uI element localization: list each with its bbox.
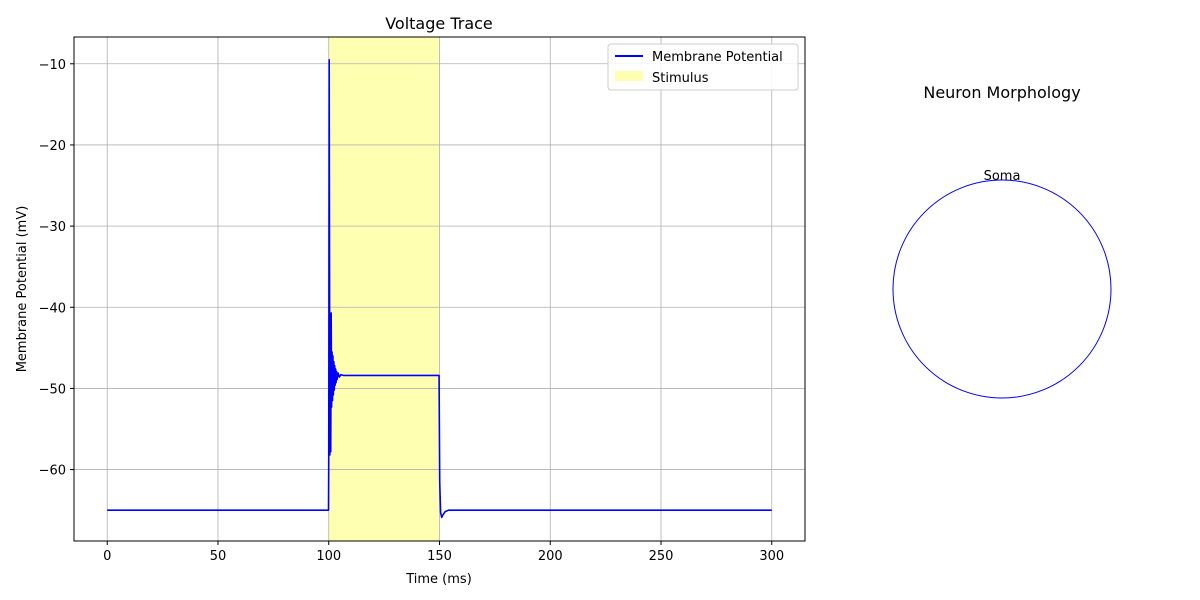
- legend-swatch-stimulus: [615, 71, 643, 81]
- x-tick-label: 50: [210, 549, 227, 564]
- y-tick-label: −50: [39, 382, 66, 397]
- y-axis-ticks: −60 −50 −40 −30 −20 −10: [39, 58, 74, 479]
- stimulus-layer: [328, 37, 440, 541]
- voltage-trace-chart: Voltage Trace 0 50 100 150 200 250 300 −60−50−…: [15, 14, 806, 587]
- neuron-morphology-panel: Neuron Morphology Soma: [892, 83, 1112, 399]
- y-tick-label: −30: [39, 220, 66, 235]
- legend-label-stimulus: Stimulus: [652, 71, 709, 86]
- x-tick-label: 300: [759, 549, 784, 564]
- morphology-title: Neuron Morphology: [923, 83, 1080, 102]
- series-layer: [107, 58, 772, 519]
- soma-label: Soma: [984, 169, 1021, 184]
- legend-box: [607, 43, 799, 91]
- legend-label-membrane-potential: Membrane Potential: [652, 50, 783, 65]
- y-tick-label: −20: [39, 139, 66, 154]
- series-line-membrane-potential: [107, 58, 772, 519]
- x-tick-label: 250: [649, 549, 674, 564]
- chart-title: Voltage Trace: [385, 14, 493, 33]
- y-tick-label: −40: [39, 301, 66, 316]
- x-tick-label: 150: [427, 549, 452, 564]
- y-axis-label: Membrane Potential (mV): [15, 206, 30, 373]
- legend: Membrane Potential Stimulus: [607, 43, 799, 91]
- x-axis-ticks: 0 50 100 150 200 250 300: [103, 541, 784, 564]
- x-tick-label: 200: [538, 549, 563, 564]
- y-tick-label: −60: [39, 464, 66, 479]
- x-tick-label: 100: [316, 549, 341, 564]
- stimulus-band: [328, 37, 440, 541]
- x-axis-label: Time (ms): [405, 572, 472, 587]
- y-tick-label: −10: [39, 58, 66, 73]
- x-tick-label: 0: [103, 549, 111, 564]
- soma-circle: [892, 179, 1112, 399]
